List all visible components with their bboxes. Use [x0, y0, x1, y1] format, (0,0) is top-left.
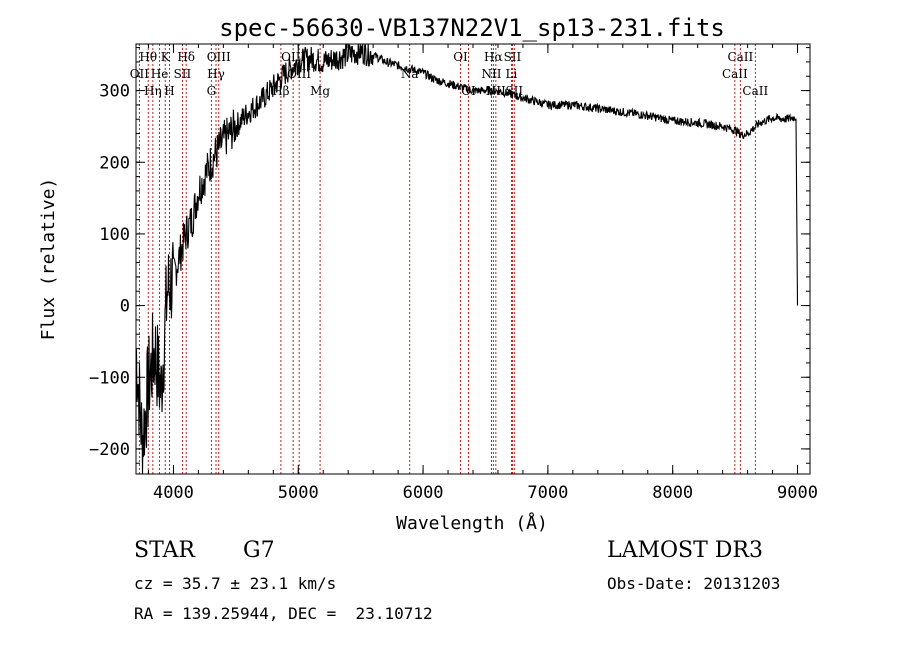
x-tick-label: 5000	[278, 483, 319, 503]
plot-frame	[135, 43, 811, 475]
line-label: OIII	[207, 50, 231, 64]
x-axis-label: Wavelength (Å)	[396, 512, 548, 534]
line-label: SII	[504, 50, 522, 64]
spectral-line-markers	[138, 44, 756, 474]
line-label: Mg	[310, 84, 330, 98]
y-tick-label: 100	[99, 225, 130, 245]
line-label: CaII	[727, 50, 753, 64]
spectrum-line	[135, 43, 799, 475]
line-label: NII	[481, 67, 501, 81]
y-axis-label: Flux (relative)	[38, 178, 59, 341]
x-tick-label: 9000	[777, 483, 818, 503]
x-axis: 4000 5000 6000 7000 8000 9000	[147, 44, 818, 503]
line-label: SII	[505, 84, 523, 98]
object-subclass: G7	[243, 538, 275, 563]
line-label: Hδ	[177, 50, 195, 64]
line-label: Hγ	[207, 67, 225, 81]
line-label: G	[207, 84, 217, 98]
line-label: OII	[130, 67, 150, 81]
line-label: CaII	[742, 84, 768, 98]
object-class: STAR	[134, 538, 195, 563]
line-label: OI	[461, 84, 476, 98]
line-label: He	[151, 67, 169, 81]
spectral-line-labels: HθOIIHηHeKHSIIHδGOIIIHγHβOIIIOIIIMgNaOIO…	[130, 50, 769, 98]
coordinates: RA = 139.25944, DEC = 23.10712	[134, 604, 433, 623]
line-label: Hα	[484, 50, 503, 64]
line-label: Li	[506, 67, 518, 81]
x-tick-label: 4000	[153, 483, 194, 503]
y-tick-label: −200	[89, 440, 130, 460]
redshift-cz: cz = 35.7 ± 23.1 km/s	[134, 574, 337, 593]
line-label: H	[164, 84, 174, 98]
line-label: Hη	[144, 84, 162, 98]
x-tick-label: 6000	[403, 483, 444, 503]
y-axis: −200 −100 0 100 200 300	[89, 47, 810, 464]
y-tick-label: 300	[99, 82, 130, 102]
survey-name: LAMOST DR3	[607, 538, 763, 563]
obs-date: Obs-Date: 20131203	[607, 574, 781, 593]
y-tick-label: 200	[99, 153, 130, 173]
line-label: Hθ	[139, 50, 157, 64]
y-tick-label: −100	[89, 368, 130, 388]
line-label: OI	[453, 50, 468, 64]
y-tick-label: 0	[120, 297, 130, 317]
line-label: CaII	[722, 67, 748, 81]
chart-title: spec-56630-VB137N22V1_sp13-231.fits	[219, 14, 725, 42]
x-tick-label: 8000	[652, 483, 693, 503]
x-tick-label: 7000	[527, 483, 568, 503]
line-label: K	[161, 50, 171, 64]
line-label: SII	[174, 67, 192, 81]
